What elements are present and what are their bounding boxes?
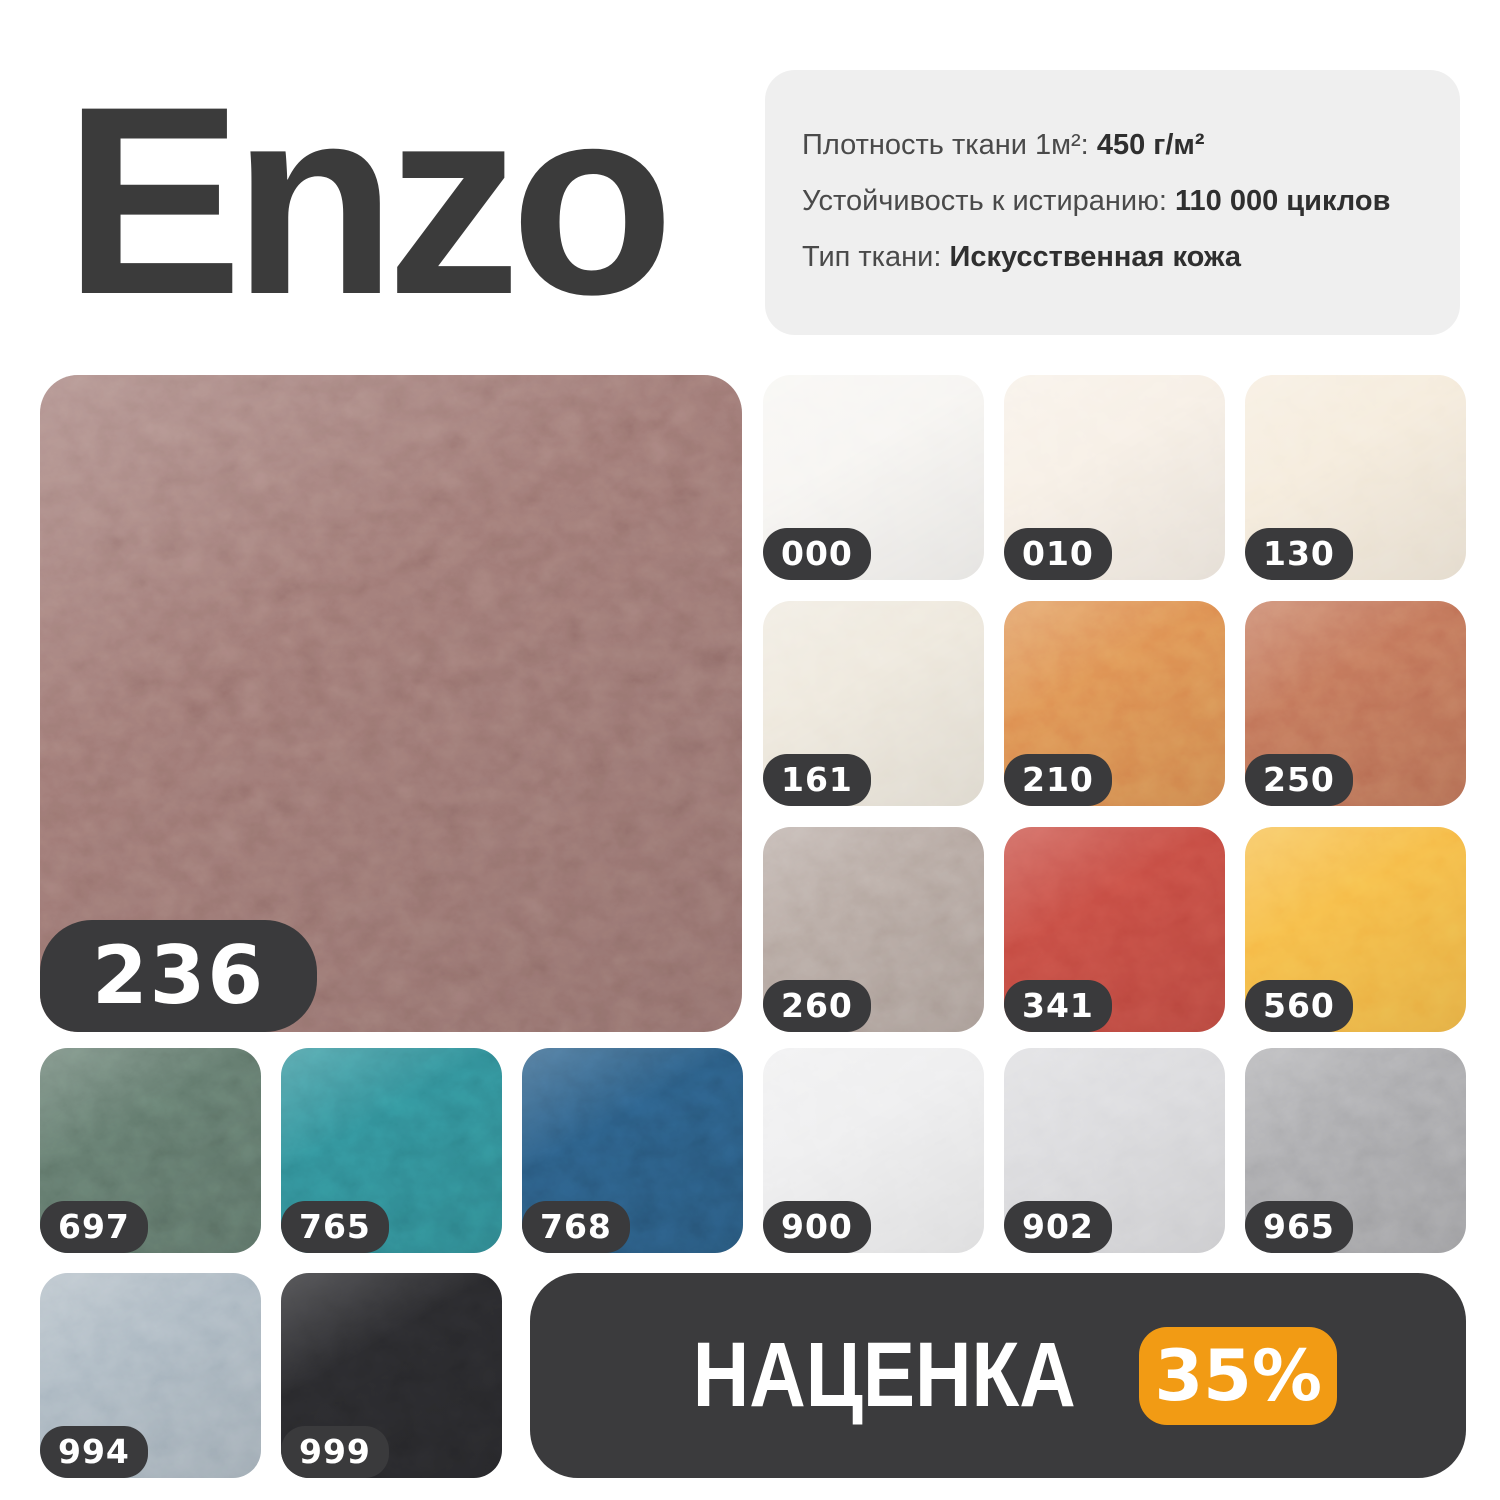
swatch-tile-161[interactable]: 161 xyxy=(763,601,984,806)
markup-percent-badge: 35% xyxy=(1139,1326,1338,1425)
spec-row: Плотность ткани 1м²: 450 г/м² xyxy=(802,117,1430,173)
swatch-code-pill: 000 xyxy=(763,528,871,580)
swatch-tile-210[interactable]: 210 xyxy=(1004,601,1225,806)
spec-row: Устойчивость к истиранию: 110 000 циклов xyxy=(802,173,1430,229)
spec-label: Устойчивость к истиранию: xyxy=(802,185,1175,217)
spec-value: Искусственная кожа xyxy=(949,241,1242,273)
swatch-code-pill: 999 xyxy=(281,1426,389,1478)
swatch-tile-768[interactable]: 768 xyxy=(522,1048,743,1253)
swatch-tile-250[interactable]: 250 xyxy=(1245,601,1466,806)
spec-value: 450 г/м² xyxy=(1096,129,1205,161)
swatch-code-pill: 210 xyxy=(1004,754,1112,806)
swatch-tile-765[interactable]: 765 xyxy=(281,1048,502,1253)
swatch-code-pill: 161 xyxy=(763,754,871,806)
spec-label: Тип ткани: xyxy=(802,241,950,273)
swatch-tile-000[interactable]: 000 xyxy=(763,375,984,580)
swatch-code-pill: 765 xyxy=(281,1201,389,1253)
swatch-tile-900[interactable]: 900 xyxy=(763,1048,984,1253)
spec-row: Тип ткани: Искусственная кожа xyxy=(802,229,1430,285)
swatch-tile-010[interactable]: 010 xyxy=(1004,375,1225,580)
swatch-tile-965[interactable]: 965 xyxy=(1245,1048,1466,1253)
swatch-code-pill: 900 xyxy=(763,1201,871,1253)
swatch-tile-260[interactable]: 260 xyxy=(763,827,984,1032)
swatch-tile-697[interactable]: 697 xyxy=(40,1048,261,1253)
swatch-code-pill: 341 xyxy=(1004,980,1112,1032)
swatch-tile-999[interactable]: 999 xyxy=(281,1273,502,1478)
markup-banner: НАЦЕНКА 35% xyxy=(530,1273,1466,1478)
swatch-tile-341[interactable]: 341 xyxy=(1004,827,1225,1032)
swatch-tile-902[interactable]: 902 xyxy=(1004,1048,1225,1253)
swatch-tile-130[interactable]: 130 xyxy=(1245,375,1466,580)
swatch-tile-560[interactable]: 560 xyxy=(1245,827,1466,1032)
swatch-code-pill: 560 xyxy=(1245,980,1353,1032)
spec-label: Плотность ткани 1м²: xyxy=(802,129,1097,161)
swatch-code-pill: 260 xyxy=(763,980,871,1032)
swatch-code-pill: 010 xyxy=(1004,528,1112,580)
spec-value: 110 000 циклов xyxy=(1175,185,1391,217)
swatch-code-pill: 994 xyxy=(40,1426,148,1478)
swatch-code-pill: 965 xyxy=(1245,1201,1353,1253)
page-title: Enzo xyxy=(64,50,674,350)
swatch-code-pill: 130 xyxy=(1245,528,1353,580)
main-swatch[interactable]: 236 xyxy=(40,375,742,1032)
specs-panel: Плотность ткани 1м²: 450 г/м² Устойчивос… xyxy=(765,70,1460,335)
swatch-code-pill: 697 xyxy=(40,1201,148,1253)
swatch-code-pill: 768 xyxy=(522,1201,630,1253)
main-swatch-code-pill: 236 xyxy=(40,920,317,1032)
swatch-code-pill: 250 xyxy=(1245,754,1353,806)
swatch-tile-994[interactable]: 994 xyxy=(40,1273,261,1478)
swatch-code-pill: 902 xyxy=(1004,1201,1112,1253)
markup-label: НАЦЕНКА xyxy=(692,1324,1076,1426)
